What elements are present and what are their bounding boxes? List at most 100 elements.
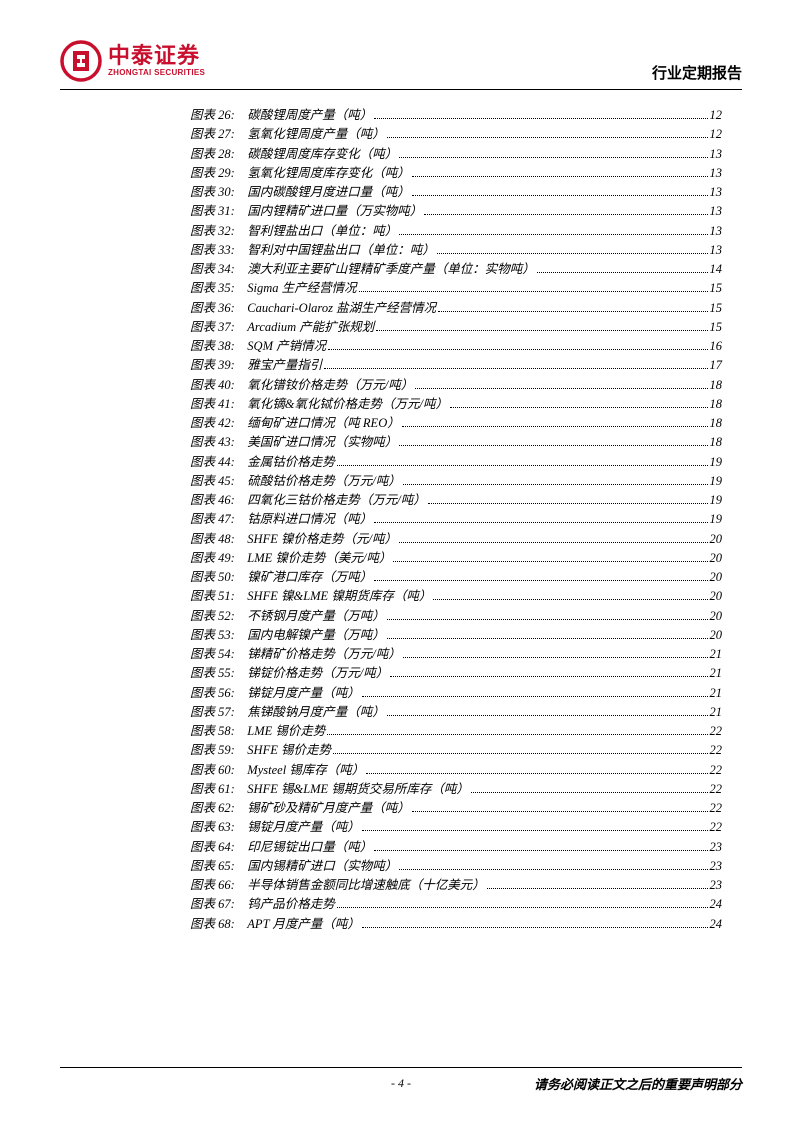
toc-page-number: 21 [710, 703, 723, 722]
toc-leader-dots [537, 272, 708, 273]
toc-page-number: 20 [710, 626, 723, 645]
toc-label: 图表 35: [190, 279, 235, 298]
header-divider [60, 89, 742, 90]
toc-page-number: 22 [710, 799, 723, 818]
toc-label: 图表 60: [190, 761, 235, 780]
toc-leader-dots [333, 753, 708, 754]
toc-leader-dots [399, 869, 707, 870]
toc-row: 图表 68: APT 月度产量（吨） 24 [190, 915, 722, 934]
toc-label: 图表 61: [190, 780, 235, 799]
page-container: 中泰证券 ZHONGTAI SECURITIES 行业定期报告 图表 26: 碳… [0, 0, 802, 1133]
toc-title: 锑精矿价格走势（万元/吨） [235, 645, 401, 664]
toc-leader-dots [399, 542, 708, 543]
toc-title: 锑锭月度产量（吨） [235, 684, 360, 703]
toc-title: 雅宝产量指引 [235, 356, 323, 375]
page-number: - 4 - [391, 1076, 411, 1091]
toc-title: SQM 产销情况 [235, 337, 326, 356]
toc-page-number: 20 [710, 530, 723, 549]
toc-leader-dots [387, 619, 708, 620]
toc-label: 图表 32: [190, 222, 235, 241]
toc-label: 图表 39: [190, 356, 235, 375]
toc-label: 图表 56: [190, 684, 235, 703]
toc-title: Arcadium 产能扩张规划 [235, 318, 374, 337]
table-of-contents: 图表 26: 碳酸锂周度产量（吨） 12图表 27: 氢氧化锂周度产量（吨） 1… [60, 106, 742, 933]
toc-page-number: 18 [710, 414, 723, 433]
toc-title: 智利对中国锂盐出口（单位：吨） [235, 241, 435, 260]
toc-title: 氧化镨钕价格走势（万元/吨） [235, 376, 413, 395]
toc-label: 图表 58: [190, 722, 235, 741]
toc-leader-dots [437, 253, 708, 254]
toc-row: 图表 60: Mysteel 锡库存（吨） 22 [190, 761, 722, 780]
toc-title: 氧化镝&氧化铽价格走势（万元/吨） [235, 395, 448, 414]
toc-title: 钨产品价格走势 [235, 895, 335, 914]
toc-label: 图表 31: [190, 202, 235, 221]
toc-leader-dots [387, 715, 708, 716]
toc-leader-dots [374, 850, 707, 851]
toc-row: 图表 36: Cauchari-Olaroz 盐湖生产经营情况 15 [190, 299, 722, 318]
toc-row: 图表 48: SHFE 镍价格走势（元/吨） 20 [190, 530, 722, 549]
toc-row: 图表 47: 钴原料进口情况（吨） 19 [190, 510, 722, 529]
toc-leader-dots [362, 696, 708, 697]
toc-title: Sigma 生产经营情况 [235, 279, 357, 298]
toc-page-number: 19 [710, 491, 723, 510]
footer-row: - 4 - 请务必阅读正文之后的重要声明部分 [60, 1074, 742, 1093]
toc-label: 图表 47: [190, 510, 235, 529]
toc-row: 图表 29: 氢氧化锂周度库存变化（吨） 13 [190, 164, 722, 183]
toc-label: 图表 27: [190, 125, 235, 144]
toc-row: 图表 40: 氧化镨钕价格走势（万元/吨） 18 [190, 376, 722, 395]
toc-page-number: 16 [710, 337, 723, 356]
toc-row: 图表 37: Arcadium 产能扩张规划 15 [190, 318, 722, 337]
toc-label: 图表 64: [190, 838, 235, 857]
toc-title: 锡矿砂及精矿月度产量（吨） [235, 799, 410, 818]
toc-title: SHFE 镍&LME 镍期货库存（吨） [235, 587, 432, 606]
toc-label: 图表 53: [190, 626, 235, 645]
toc-label: 图表 29: [190, 164, 235, 183]
logo-en-text: ZHONGTAI SECURITIES [108, 69, 205, 77]
toc-row: 图表 44: 金属钴价格走势 19 [190, 453, 722, 472]
toc-row: 图表 65: 国内锡精矿进口（实物吨） 23 [190, 857, 722, 876]
toc-page-number: 24 [710, 915, 723, 934]
logo-cn-text: 中泰证券 [108, 45, 205, 67]
toc-row: 图表 57: 焦锑酸钠月度产量（吨） 21 [190, 703, 722, 722]
toc-row: 图表 53: 国内电解镍产量（万吨） 20 [190, 626, 722, 645]
toc-page-number: 18 [710, 395, 723, 414]
toc-title: 锡锭月度产量（吨） [235, 818, 360, 837]
toc-row: 图表 33: 智利对中国锂盐出口（单位：吨） 13 [190, 241, 722, 260]
toc-leader-dots [399, 234, 707, 235]
toc-leader-dots [387, 638, 708, 639]
toc-row: 图表 45: 硫酸钴价格走势（万元/吨） 19 [190, 472, 722, 491]
toc-page-number: 24 [710, 895, 723, 914]
toc-label: 图表 48: [190, 530, 235, 549]
toc-title: 焦锑酸钠月度产量（吨） [235, 703, 385, 722]
toc-leader-dots [471, 792, 708, 793]
toc-row: 图表 55: 锑锭价格走势（万元/吨） 21 [190, 664, 722, 683]
toc-page-number: 13 [710, 183, 723, 202]
logo-block: 中泰证券 ZHONGTAI SECURITIES [60, 40, 205, 82]
toc-leader-dots [487, 888, 708, 889]
toc-page-number: 13 [710, 164, 723, 183]
toc-row: 图表 41: 氧化镝&氧化铽价格走势（万元/吨） 18 [190, 395, 722, 414]
toc-leader-dots [402, 426, 708, 427]
toc-label: 图表 42: [190, 414, 235, 433]
toc-title: 澳大利亚主要矿山锂精矿季度产量（单位：实物吨） [235, 260, 535, 279]
toc-leader-dots [450, 407, 708, 408]
toc-title: 国内锂精矿进口量（万实物吨） [235, 202, 423, 221]
toc-leader-dots [362, 830, 708, 831]
toc-row: 图表 46: 四氧化三钴价格走势（万元/吨） 19 [190, 491, 722, 510]
toc-title: LME 锡价走势 [235, 722, 326, 741]
toc-row: 图表 39: 雅宝产量指引 17 [190, 356, 722, 375]
toc-label: 图表 62: [190, 799, 235, 818]
toc-title: 碳酸锂周度产量（吨） [235, 106, 373, 125]
toc-label: 图表 41: [190, 395, 235, 414]
toc-page-number: 21 [710, 645, 723, 664]
toc-title: 金属钴价格走势 [235, 453, 335, 472]
toc-label: 图表 68: [190, 915, 235, 934]
toc-title: 钴原料进口情况（吨） [235, 510, 373, 529]
toc-label: 图表 57: [190, 703, 235, 722]
toc-leader-dots [374, 522, 707, 523]
toc-page-number: 18 [710, 433, 723, 452]
toc-page-number: 22 [710, 780, 723, 799]
toc-title: Cauchari-Olaroz 盐湖生产经营情况 [235, 299, 436, 318]
toc-title: Mysteel 锡库存（吨） [235, 761, 365, 780]
toc-page-number: 15 [710, 318, 723, 337]
